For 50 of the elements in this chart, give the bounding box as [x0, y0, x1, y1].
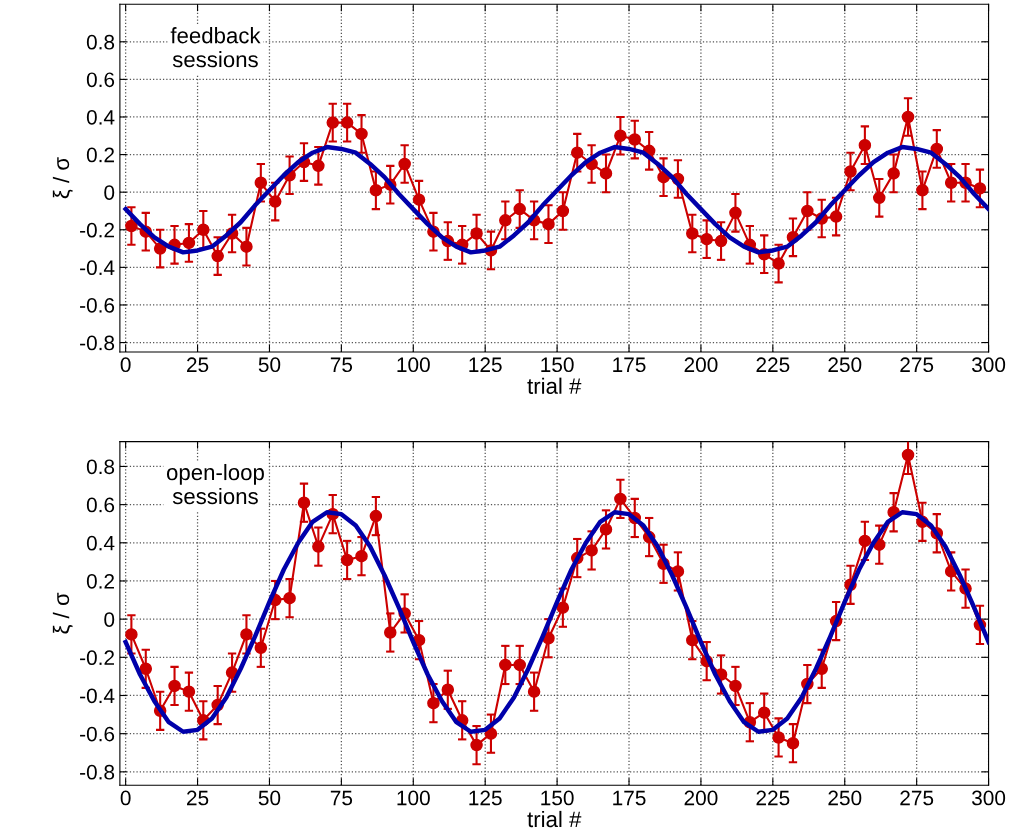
x-tick-label: 150 [541, 357, 574, 373]
y-tick-label: -0.8 [80, 764, 115, 780]
y-tick-label: 0.4 [86, 109, 115, 125]
y-tick-label: 0 [104, 612, 115, 627]
y-tick-label: 0.2 [86, 147, 114, 163]
y-tick-label: 0.8 [86, 459, 115, 475]
x-tick-label: 50 [258, 357, 281, 373]
x-tick-label: 175 [613, 790, 646, 806]
x-tick-label: 75 [330, 790, 353, 806]
x-tick-label: 125 [469, 357, 502, 373]
y-tick-label: 0.8 [86, 34, 115, 50]
y-tick-label: -0.8 [80, 335, 115, 351]
y-axis-title: ξ / σ [52, 592, 73, 634]
x-tick-label: 300 [971, 357, 1006, 373]
x-tick-label: 225 [756, 357, 790, 373]
x-tick-label: 125 [469, 790, 502, 806]
x-tick-label: 250 [828, 357, 862, 373]
y-tick-label: -0.6 [80, 297, 115, 313]
x-tick-label: 0 [120, 357, 131, 373]
annotation: feedback sessions [170, 27, 261, 68]
x-tick-label: 75 [330, 357, 353, 373]
x-tick-label: 25 [187, 790, 209, 806]
y-tick-label: 0.6 [86, 497, 115, 513]
y-tick-label: 0 [104, 185, 115, 200]
y-axis-title: ξ / σ [52, 157, 73, 199]
y-tick-label: -0.4 [80, 688, 115, 704]
x-tick-label: 100 [397, 357, 430, 373]
y-tick-label: -0.2 [80, 222, 114, 238]
x-tick-label: 50 [258, 790, 281, 806]
x-tick-label: 0 [120, 790, 131, 806]
x-tick-label: 275 [900, 357, 934, 373]
x-tick-label: 25 [187, 357, 209, 373]
x-tick-label: 175 [613, 357, 646, 373]
y-tick-label: -0.6 [80, 726, 115, 742]
x-tick-label: 275 [900, 790, 934, 806]
annotation: open-loop sessions [166, 463, 264, 505]
x-axis-title: trial # [527, 377, 582, 394]
x-axis-title: trial # [527, 810, 582, 828]
x-tick-label: 300 [971, 790, 1006, 806]
y-tick-label: 0.4 [86, 535, 115, 551]
y-tick-label: -0.2 [80, 650, 114, 666]
x-tick-label: 225 [756, 790, 790, 806]
y-tick-label: 0.6 [86, 72, 115, 88]
x-tick-label: 100 [397, 790, 430, 806]
y-tick-label: 0.2 [86, 573, 114, 589]
x-tick-label: 250 [828, 790, 862, 806]
x-tick-label: 200 [684, 357, 718, 373]
x-tick-label: 150 [541, 790, 574, 806]
x-tick-label: 200 [684, 790, 718, 806]
y-tick-label: -0.4 [80, 260, 115, 276]
